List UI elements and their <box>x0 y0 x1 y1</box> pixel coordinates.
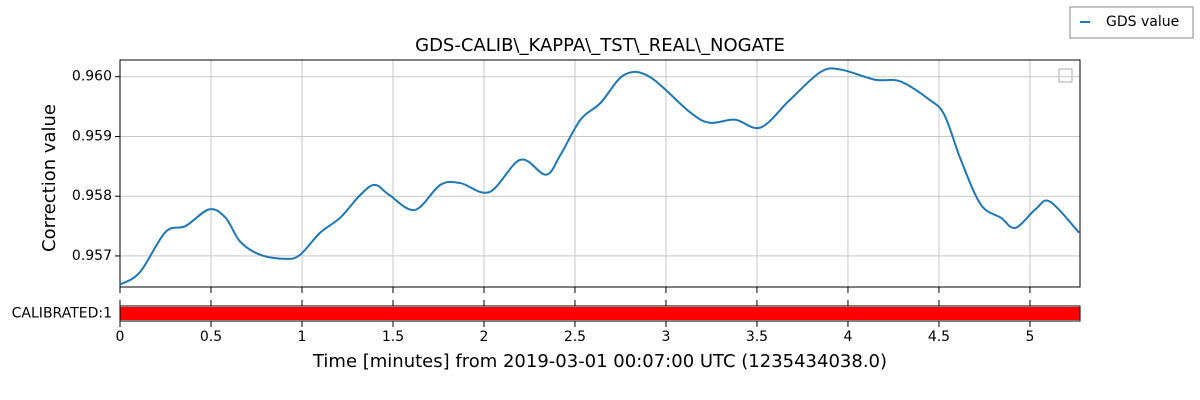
x-tick-label: 2.5 <box>564 329 586 345</box>
segment-label: CALIBRATED:1 <box>12 306 112 322</box>
x-tick-label: 0 <box>116 329 125 345</box>
y-tick-label: 0.959 <box>72 128 112 144</box>
y-axis-label: Correction value <box>39 104 60 252</box>
x-tick-label: 1 <box>298 329 307 345</box>
chart-title: GDS-CALIB\_KAPPA\_TST\_REAL\_NOGATE <box>415 35 785 56</box>
y-tick-label: 0.958 <box>72 188 112 204</box>
plot-frame <box>119 59 1081 288</box>
x-tick-label: 3 <box>662 329 671 345</box>
empty-legend <box>1058 68 1073 83</box>
x-tick-label: 0.5 <box>200 329 222 345</box>
data-line <box>119 67 1080 286</box>
x-tick-label: 4.5 <box>928 329 950 345</box>
segment-bar <box>120 307 1080 320</box>
y-tick-label: 0.960 <box>72 69 112 85</box>
y-tick-label: 0.957 <box>72 248 112 264</box>
x-tick-label: 5 <box>1025 329 1034 345</box>
x-tick-label: 1.5 <box>382 329 404 345</box>
segment-frame <box>119 305 1081 322</box>
x-axis-label: Time [minutes] from 2019-03-01 00:07:00 … <box>312 351 887 372</box>
x-tick-label: 4 <box>844 329 853 345</box>
legend-label: GDS value <box>1106 14 1179 30</box>
x-tick-label: 2 <box>480 329 489 345</box>
x-tick-label: 3.5 <box>746 329 768 345</box>
legend-box <box>1069 6 1194 39</box>
